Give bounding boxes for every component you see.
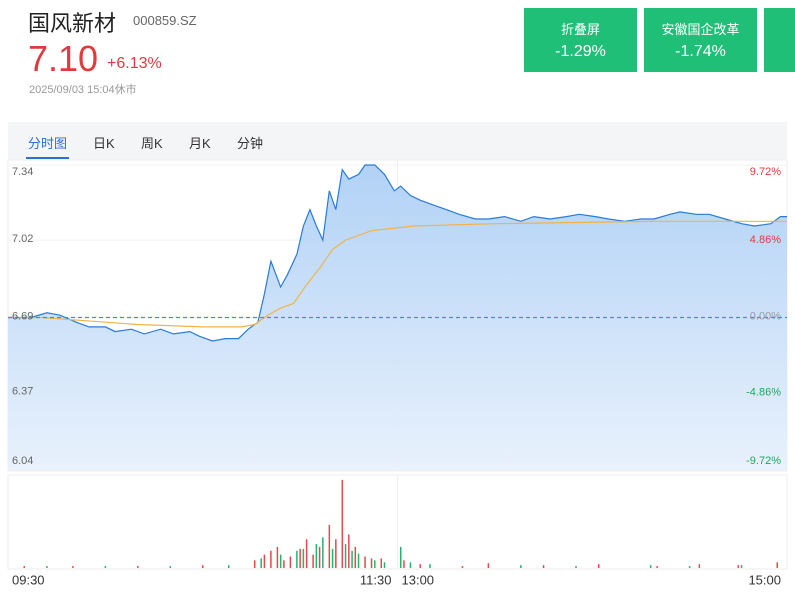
volume-bar [399,546,402,568]
stock-name: 国风新材 [28,11,117,36]
volume-bar [322,537,324,568]
tab[interactable]: 分时图 [25,133,70,159]
volume-bar [364,556,366,568]
price-area [8,165,787,470]
volume-bar [419,564,421,568]
tab[interactable]: 日K [93,136,115,151]
volume-bar [461,566,464,568]
volume-bar [649,565,652,568]
volume-bar [279,554,282,568]
volume-bar [542,565,545,568]
volume-bar [296,550,298,568]
y2-tick-label: 9.72% [750,166,781,178]
tab[interactable]: 月K [189,136,211,151]
stock-price: 7.10 [28,38,99,79]
volume-bar [305,539,308,568]
volume-bar [380,558,383,568]
y-tick-label: 7.02 [12,233,33,245]
sector-change: -1.29% [555,43,606,60]
volume-bar [351,550,353,568]
y2-tick-label: 4.86% [750,234,781,246]
volume-bar [487,563,490,568]
volume-bar [46,566,48,568]
sector-name: 折叠屏 [560,22,600,37]
stock-code: 000859.SZ [133,13,197,28]
volume-bar [299,548,301,568]
volume-bar [315,544,318,568]
volume-bar [276,546,279,568]
y2-tick-label: -4.86% [746,387,781,399]
volume-bar [370,558,373,568]
quote-time: 2025/09/03 15:04休市 [29,84,137,96]
volume-bar [227,565,230,568]
volume-bar [23,566,25,568]
volume-bar [776,562,779,568]
volume-bar [302,548,305,568]
volume-bar [312,554,314,568]
x-tick-label: 15:00 [748,572,781,587]
volume-bar [341,479,344,568]
x-tick-label: 11:30 [360,572,392,587]
volume-bar [318,546,321,568]
volume-bar [202,565,204,568]
y2-tick-label: 0.00% [750,310,781,322]
volume-bar [597,564,600,568]
volume-bar [169,566,172,568]
stock-change: +6.13% [107,55,162,72]
volume-bar [409,562,412,568]
sector-card[interactable]: 安徽国企改革 -1.74% [644,8,757,72]
volume-bar [383,562,386,568]
volume-bar [357,553,360,568]
volume-bar [348,534,350,568]
volume-bar [656,566,658,568]
volume-bar [429,564,431,568]
average-line [8,220,787,328]
y2-tick-label: -9.72% [746,455,781,467]
volume-bar [283,560,285,568]
sector-change: -1.74% [675,43,726,60]
x-tick-label: 13:00 [402,572,435,587]
volume-bar [403,560,405,568]
volume-bar [72,566,74,568]
y-tick-label: 6.04 [12,455,33,467]
volume-bar [253,560,256,568]
volume-bar [520,565,522,568]
y-tick-label: 6.69 [12,310,33,322]
sector-name: 安徽国企改革 [661,22,740,37]
volume-bar [344,544,347,568]
sector-card[interactable] [764,8,795,72]
volume-bar [328,524,331,568]
volume-bar [263,554,266,568]
volume-bar [289,556,292,568]
volume-bar [270,550,272,568]
tab[interactable]: 分钟 [237,136,264,151]
y-tick-label: 7.34 [12,166,33,178]
volume-bar [688,566,691,568]
volume-bar [740,565,743,568]
volume-bar [698,564,701,568]
volume-bar [260,558,262,568]
x-tick-label: 09:30 [12,572,45,587]
tab[interactable]: 周K [141,136,163,151]
volume-bar [104,566,107,568]
sector-card[interactable]: 折叠屏 -1.29% [524,8,637,72]
volume-bar [331,548,334,568]
volume-bar [374,560,376,568]
y-tick-label: 6.37 [12,385,33,397]
volume-bar [575,566,577,568]
volume-bar [137,566,139,568]
tab-bar: 分时图 日K 周K 月K 分钟 [8,122,787,160]
volume-bar [737,565,740,568]
price-line [8,164,787,342]
volume-bar [335,539,337,568]
volume-bar [354,546,357,568]
